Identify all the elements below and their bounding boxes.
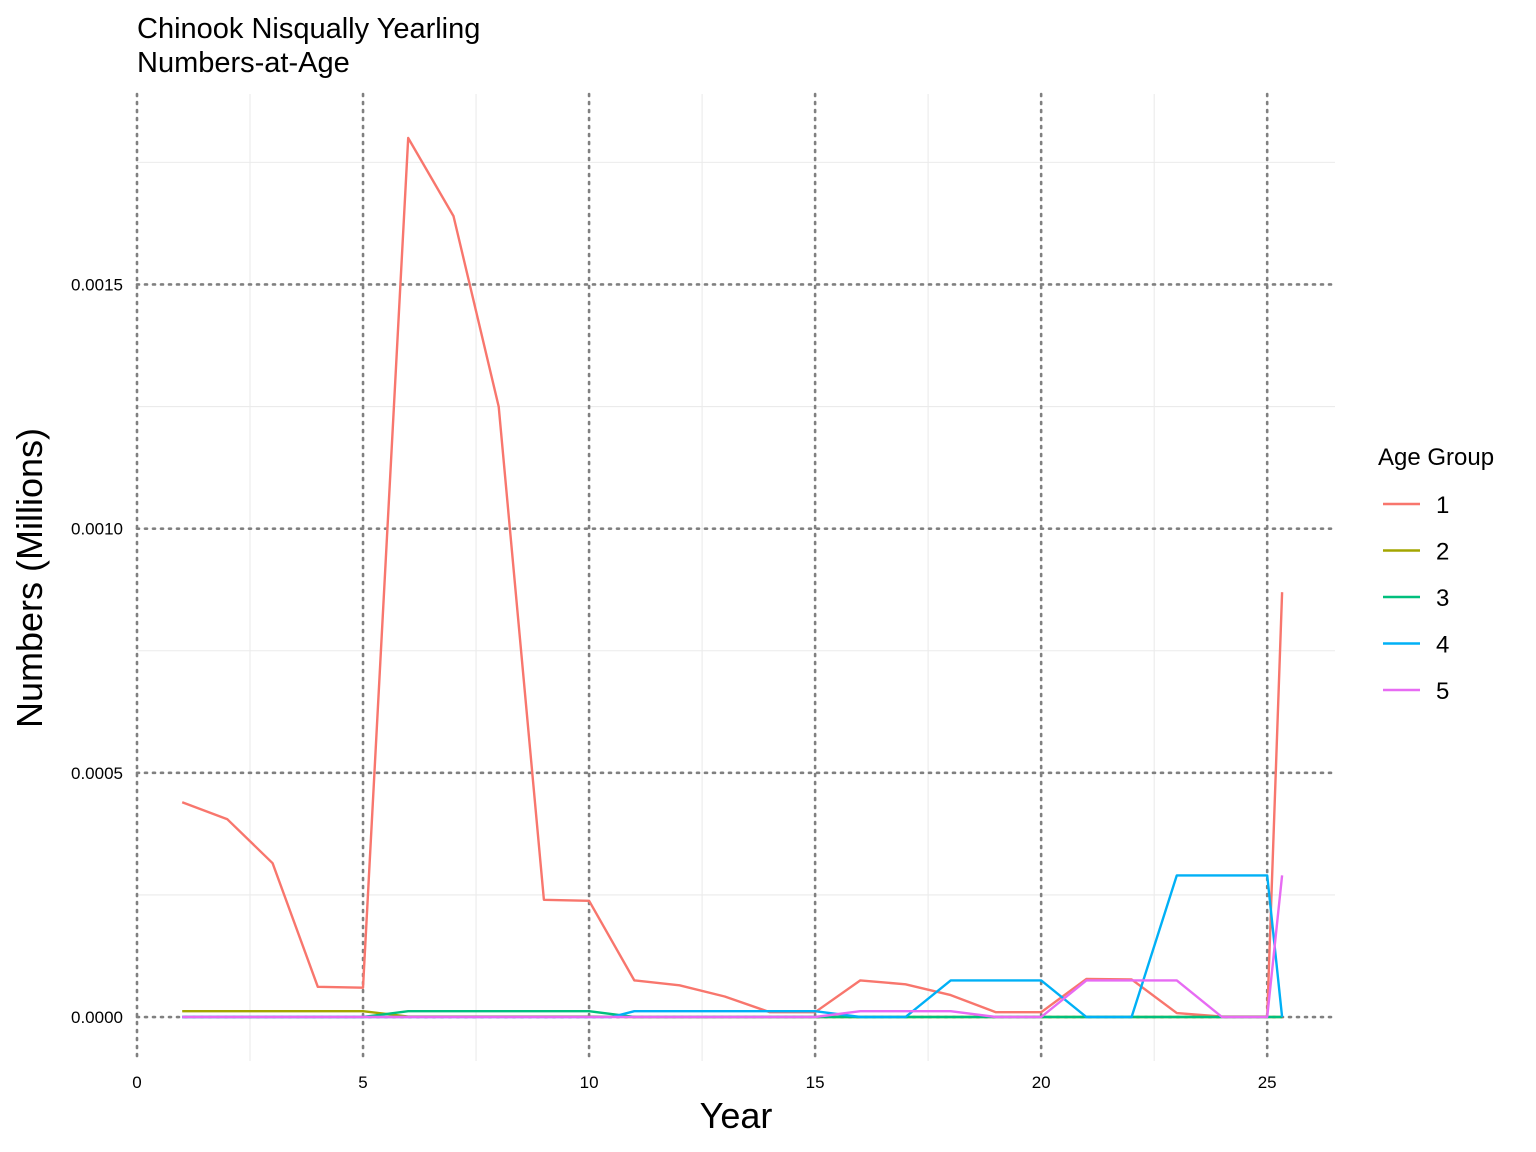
x-tick-label: 25 [1258,1073,1277,1092]
legend-label-5: 5 [1436,678,1449,705]
legend-label-4: 4 [1436,632,1449,659]
series-line-4 [182,874,1284,1019]
chart-subtitle: Numbers-at-Age [137,47,350,79]
x-axis-title: Year [700,1095,773,1136]
y-tick-label: 0.0005 [71,764,123,783]
x-tick-label: 10 [580,1073,599,1092]
x-axis-ticks: 0 5 10 15 20 25 [132,1073,1276,1092]
y-axis-title: Numbers (Millions) [9,428,50,728]
chart-title: Chinook Nisqually Yearling [137,13,480,45]
y-tick-label: 0.0015 [71,275,123,294]
series-lines [181,136,1284,1019]
x-tick-label: 0 [132,1073,141,1092]
legend-label-1: 1 [1436,492,1449,519]
y-tick-label: 0.0010 [71,520,123,539]
legend-label-2: 2 [1436,539,1449,566]
legend: Age Group 1 2 3 4 5 [1378,444,1494,705]
major-gridlines [135,92,1337,1063]
series-line-5 [182,875,1284,1019]
minor-gridlines [137,94,1335,1061]
x-tick-label: 5 [358,1073,367,1092]
legend-label-3: 3 [1436,585,1449,612]
legend-title: Age Group [1378,444,1494,471]
y-axis-ticks: 0.0000 0.0005 0.0010 0.0015 [71,275,123,1027]
y-tick-label: 0.0000 [71,1008,123,1027]
x-tick-label: 20 [1032,1073,1051,1092]
series-line-1 [181,136,1284,1018]
x-tick-label: 15 [806,1073,825,1092]
